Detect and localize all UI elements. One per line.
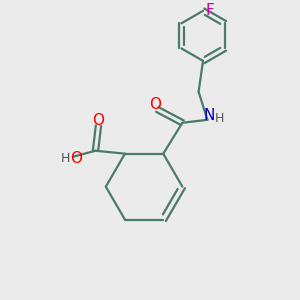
Text: O: O <box>70 151 82 166</box>
Text: H: H <box>61 152 70 165</box>
Text: O: O <box>149 97 161 112</box>
Text: O: O <box>92 113 104 128</box>
Text: N: N <box>203 108 214 123</box>
Text: F: F <box>205 3 214 18</box>
Text: H: H <box>215 112 224 125</box>
